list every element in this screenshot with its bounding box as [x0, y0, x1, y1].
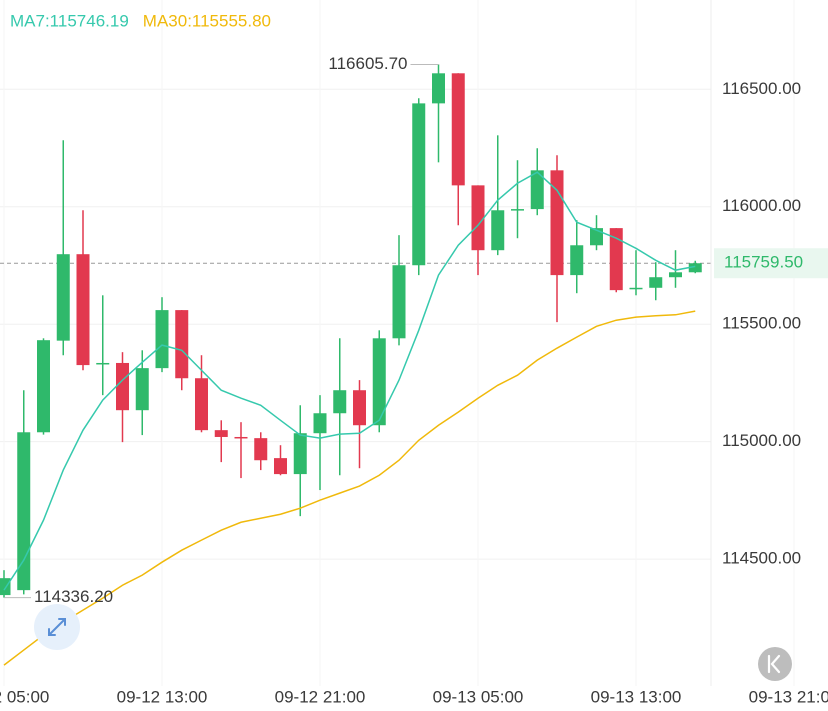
- ma-line: [3, 310, 696, 666]
- expand-button[interactable]: [34, 604, 80, 650]
- candle-body: [412, 103, 426, 266]
- candle-body: [432, 73, 445, 104]
- candles: [0, 64, 702, 598]
- moving-averages: [3, 171, 696, 666]
- candle-body: [274, 458, 287, 475]
- legend-entry: MA30:115555.80: [143, 11, 271, 30]
- y-tick-label: 115500.00: [722, 314, 801, 333]
- candle-body: [234, 436, 248, 439]
- candle-body: [76, 254, 90, 366]
- candle-body: [491, 210, 505, 251]
- x-tick-label: 09-13 05:00: [433, 687, 524, 706]
- candle-body: [688, 263, 702, 273]
- y-tick-label: 116000.00: [722, 196, 801, 215]
- candle-body: [451, 73, 465, 186]
- candle-body: [333, 390, 347, 414]
- candle-body: [155, 310, 169, 369]
- reset-button[interactable]: [758, 647, 792, 681]
- legend-entry: MA7:115746.19: [10, 11, 129, 30]
- candle-body: [629, 287, 643, 290]
- candle-body: [195, 378, 208, 431]
- x-tick-label: 09-13 21:00: [749, 687, 828, 706]
- reset-icon: [767, 654, 781, 674]
- y-tick-label: 115000.00: [722, 431, 801, 450]
- x-tick-label: 09-12 05:00: [0, 687, 49, 706]
- grid: [0, 88, 711, 560]
- reset-button-bg[interactable]: [758, 647, 792, 681]
- candle-body: [530, 170, 544, 210]
- candle-body: [96, 362, 110, 365]
- max-annotation: 116605.70: [328, 54, 407, 73]
- candle-body: [254, 438, 268, 461]
- x-tick-label: 09-12 13:00: [117, 687, 208, 706]
- x-tick-label: 09-13 13:00: [591, 687, 682, 706]
- y-tick-label: 114500.00: [722, 549, 801, 568]
- current-price-bg: [714, 248, 828, 279]
- candle-body: [570, 245, 584, 276]
- candle-body: [0, 578, 11, 596]
- candle-body: [669, 272, 682, 278]
- expand-icon: [48, 618, 66, 636]
- candle-body: [392, 265, 406, 339]
- candle-body: [135, 368, 149, 411]
- candle-body: [116, 362, 129, 411]
- candle-body: [313, 413, 327, 434]
- candle-body: [293, 433, 307, 475]
- labels: 114500.00 115000.00 115500.00 116000.00 1165…: [0, 11, 828, 706]
- ma-line: [3, 171, 696, 591]
- candle-body: [37, 340, 50, 433]
- candle-body: [17, 432, 31, 591]
- candle-body: [590, 228, 603, 246]
- candle-body: [372, 338, 386, 426]
- current-price-label: 115759.50: [724, 253, 803, 272]
- candle-body: [214, 430, 228, 437]
- candle-body: [471, 185, 485, 251]
- candle-body: [56, 254, 70, 341]
- y-tick-label: 116500.00: [722, 79, 801, 98]
- min-annotation: 114336.20: [34, 587, 113, 606]
- candle-body: [609, 228, 623, 291]
- x-tick-label: 09-12 21:00: [275, 687, 366, 706]
- candle-body: [175, 310, 189, 379]
- candle-body: [353, 390, 366, 426]
- candle-body: [511, 209, 524, 211]
- candle-body: [649, 277, 663, 288]
